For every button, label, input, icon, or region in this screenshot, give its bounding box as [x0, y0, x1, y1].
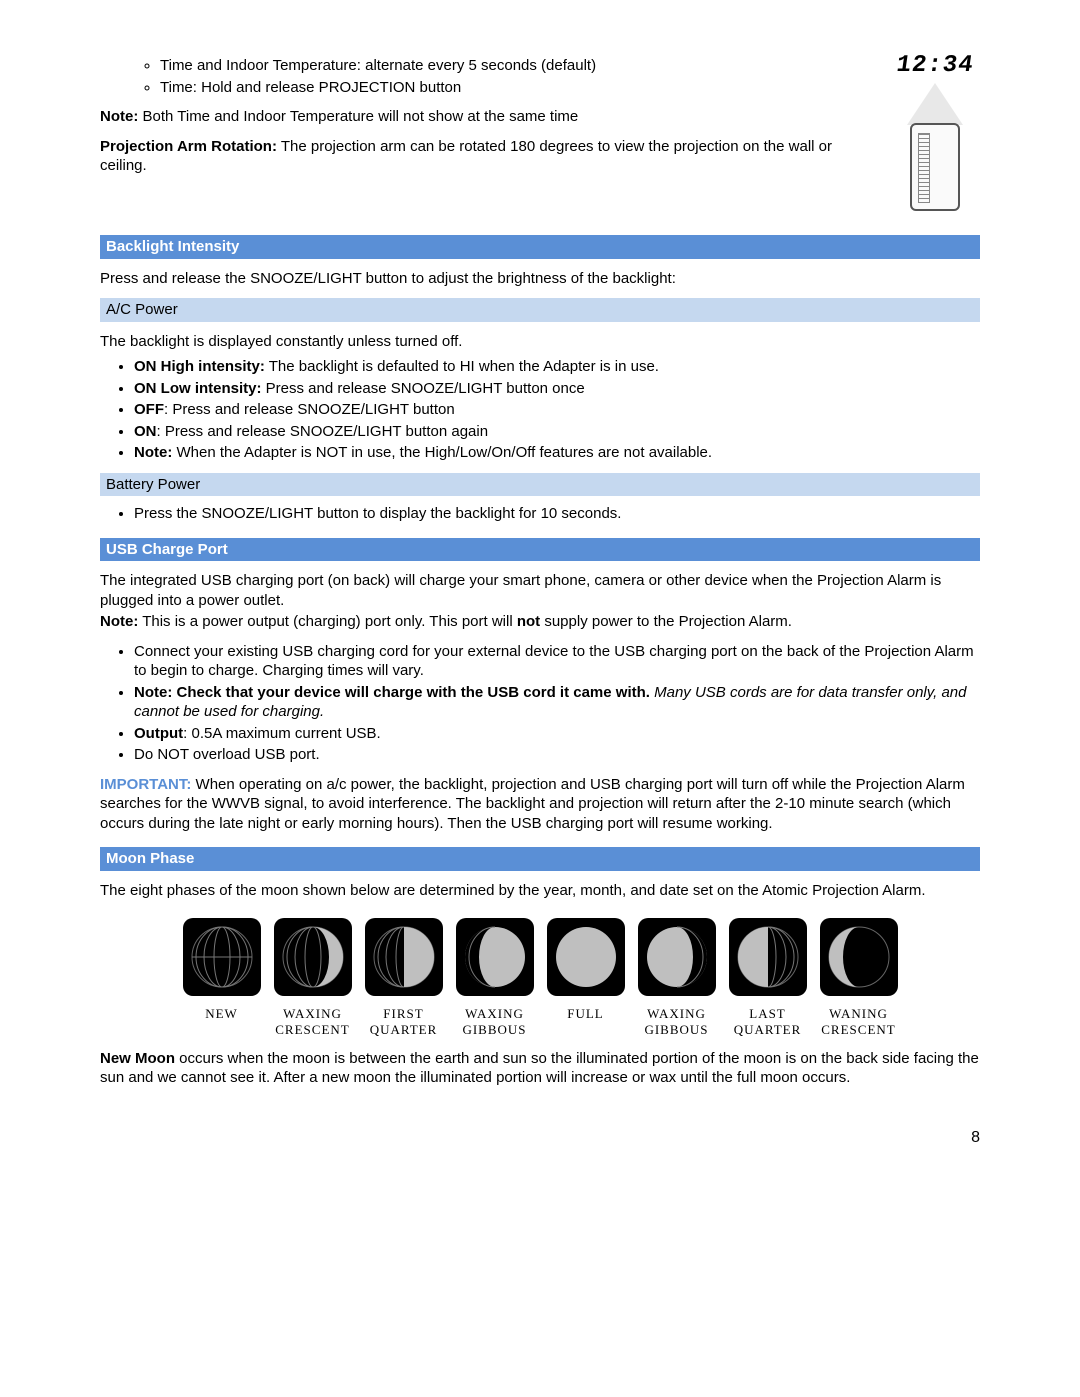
projection-device-icon	[910, 123, 960, 211]
note-label: Note:	[100, 108, 138, 125]
moon-label: WAXING GIBBOUS	[452, 1006, 537, 1039]
moon-icon	[274, 918, 352, 996]
moon-phase-lastq: LAST QUARTER	[725, 918, 810, 1039]
moon-phase-wangib: WAXING GIBBOUS	[634, 918, 719, 1039]
list-item: OFF: Press and release SNOOZE/LIGHT butt…	[134, 400, 980, 420]
moon-phase-header: Moon Phase	[100, 847, 980, 871]
list-item: ON High intensity: The backlight is defa…	[134, 357, 980, 377]
moon-icon	[365, 918, 443, 996]
battery-power-header: Battery Power	[100, 473, 980, 497]
usb-list: Connect your existing USB charging cord …	[100, 642, 980, 765]
ac-power-list: ON High intensity: The backlight is defa…	[100, 357, 980, 463]
moon-label: LAST QUARTER	[725, 1006, 810, 1039]
list-item: ON: Press and release SNOOZE/LIGHT butto…	[134, 422, 980, 442]
moon-label: NEW	[179, 1006, 264, 1022]
usb-important: IMPORTANT: When operating on a/c power, …	[100, 775, 980, 834]
moon-icon	[729, 918, 807, 996]
page-number: 8	[100, 1128, 980, 1149]
projection-option-list: Time and Indoor Temperature: alternate e…	[100, 56, 980, 97]
list-item: ON Low intensity: Press and release SNOO…	[134, 379, 980, 399]
important-label: IMPORTANT:	[100, 776, 191, 793]
projection-note: Note: Both Time and Indoor Temperature w…	[100, 107, 980, 127]
arm-rotation-label: Projection Arm Rotation:	[100, 138, 277, 155]
moon-phase-new: NEW	[179, 918, 264, 1039]
moon-label: WANING CRESCENT	[816, 1006, 901, 1039]
list-item: Time and Indoor Temperature: alternate e…	[160, 56, 980, 76]
new-moon-text: New Moon occurs when the moon is between…	[100, 1049, 980, 1088]
ac-power-intro: The backlight is displayed constantly un…	[100, 332, 980, 352]
list-item: Output: 0.5A maximum current USB.	[134, 724, 980, 744]
moon-phase-firstq: FIRST QUARTER	[361, 918, 446, 1039]
projected-time: 12:34	[888, 50, 982, 81]
list-item: Note: Check that your device will charge…	[134, 683, 980, 722]
list-item: Do NOT overload USB port.	[134, 745, 980, 765]
projection-device-figure: 12:34	[890, 50, 980, 211]
moon-icon	[820, 918, 898, 996]
backlight-intro: Press and release the SNOOZE/LIGHT butto…	[100, 269, 980, 289]
list-item: Press the SNOOZE/LIGHT button to display…	[134, 504, 980, 524]
usb-p2: Note: This is a power output (charging) …	[100, 612, 980, 632]
list-item: Time: Hold and release PROJECTION button	[160, 78, 980, 98]
battery-power-list: Press the SNOOZE/LIGHT button to display…	[100, 504, 980, 524]
moon-label: FULL	[543, 1006, 628, 1022]
list-item: Connect your existing USB charging cord …	[134, 642, 980, 681]
moon-phase-wancres: WANING CRESCENT	[816, 918, 901, 1039]
moon-label: WAXING GIBBOUS	[634, 1006, 719, 1039]
backlight-header: Backlight Intensity	[100, 235, 980, 259]
moon-phase-full: FULL	[543, 918, 628, 1039]
moon-label: WAXING CRESCENT	[270, 1006, 355, 1039]
projection-arm-text: Projection Arm Rotation: The projection …	[100, 137, 980, 176]
projection-beam-icon	[907, 83, 963, 125]
moon-intro: The eight phases of the moon shown below…	[100, 881, 980, 901]
moon-icon	[183, 918, 261, 996]
moon-phase-row: NEW WAXING CRESCENT FIRST QUARTER WAXING…	[100, 918, 980, 1039]
moon-icon	[456, 918, 534, 996]
moon-phase-waxcres: WAXING CRESCENT	[270, 918, 355, 1039]
usb-header: USB Charge Port	[100, 538, 980, 562]
usb-p1: The integrated USB charging port (on bac…	[100, 571, 980, 610]
moon-icon	[547, 918, 625, 996]
ac-power-header: A/C Power	[100, 298, 980, 322]
list-item: Note: When the Adapter is NOT in use, th…	[134, 443, 980, 463]
moon-icon	[638, 918, 716, 996]
moon-phase-waxgib: WAXING GIBBOUS	[452, 918, 537, 1039]
moon-label: FIRST QUARTER	[361, 1006, 446, 1039]
